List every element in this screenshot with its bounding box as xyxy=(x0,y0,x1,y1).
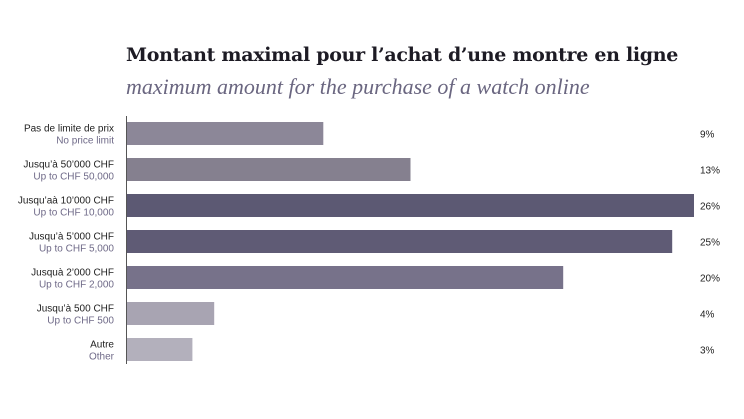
chart-subtitle: maximum amount for the purchase of a wat… xyxy=(126,74,590,99)
value-label-1: 9% xyxy=(700,130,715,141)
category-label-en-2: Up to CHF 50,000 xyxy=(33,172,114,183)
category-label-en-3: Up to CHF 10,000 xyxy=(33,208,114,219)
category-label-en-6: Up to CHF 500 xyxy=(47,316,114,327)
chart-title: Montant maximal pour l’achat d’une montr… xyxy=(126,44,679,66)
value-label-5: 20% xyxy=(700,274,720,285)
category-label-fr-1: Pas de limite de prix xyxy=(24,124,114,135)
category-label-en-7: Other xyxy=(89,352,115,363)
category-label-en-4: Up to CHF 5,000 xyxy=(39,244,114,255)
category-label-fr-4: Jusqu’à 5’000 CHF xyxy=(29,232,114,243)
value-label-3: 26% xyxy=(700,202,720,213)
category-label-en-5: Up to CHF 2,000 xyxy=(39,280,114,291)
category-label-en-1: No price limit xyxy=(56,136,114,147)
category-label-fr-7: Autre xyxy=(90,340,114,351)
category-label-fr-6: Jusqu’à 500 CHF xyxy=(37,304,114,315)
bar-4 xyxy=(127,230,673,253)
value-label-7: 3% xyxy=(700,346,715,357)
category-label-fr-2: Jusqu’à 50’000 CHF xyxy=(23,160,114,171)
bar-7 xyxy=(127,338,193,361)
category-label-fr-3: Jusqu’aà 10’000 CHF xyxy=(18,196,114,207)
bar-5 xyxy=(127,266,564,289)
bar-3 xyxy=(127,194,694,217)
category-label-fr-5: Jusquà 2’000 CHF xyxy=(31,268,114,279)
bar-2 xyxy=(127,158,411,181)
bar-6 xyxy=(127,302,215,325)
value-label-6: 4% xyxy=(700,310,715,321)
value-label-2: 13% xyxy=(700,166,720,177)
bar-1 xyxy=(127,122,324,145)
value-label-4: 25% xyxy=(700,238,720,249)
